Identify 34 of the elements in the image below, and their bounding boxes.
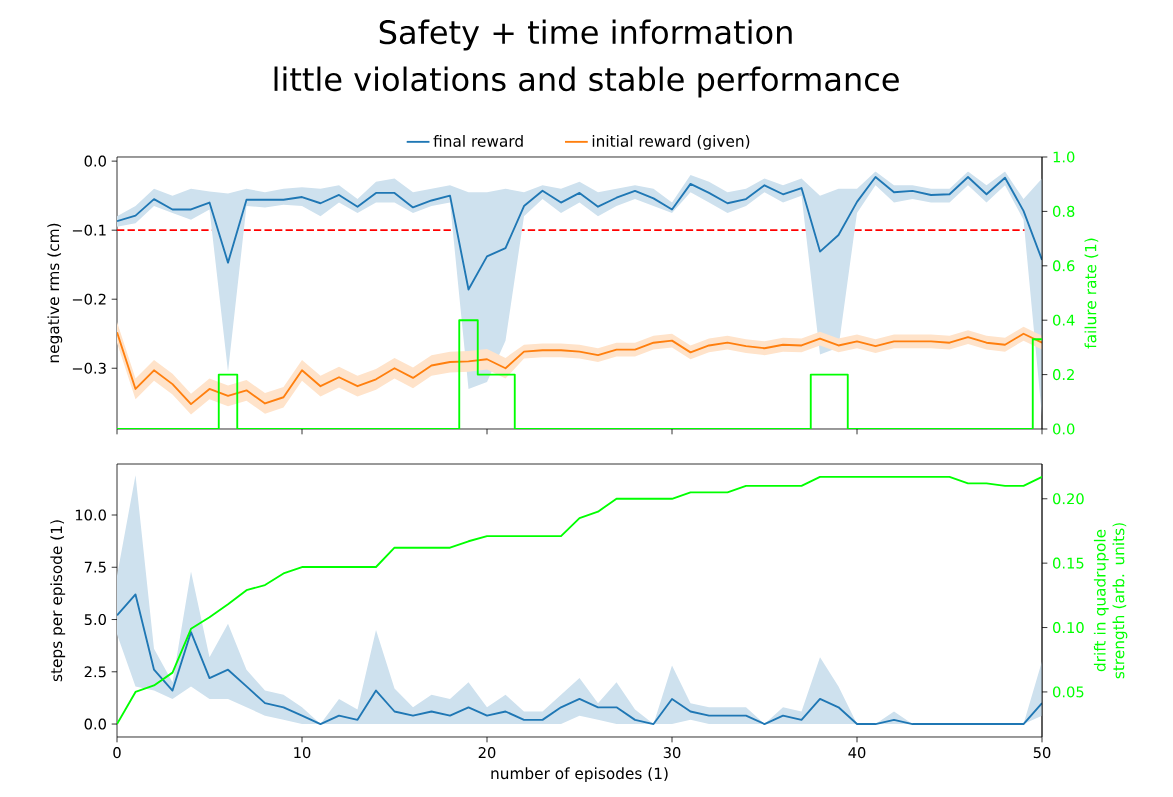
x-tick-label: 20 bbox=[478, 747, 496, 759]
chart-title: Safety + time information bbox=[379, 19, 792, 51]
y-tick-label: 2.5 bbox=[84, 666, 106, 678]
y-axis-title: negative rms (cm) bbox=[47, 223, 63, 363]
y-tick-label: −0.2 bbox=[72, 293, 106, 305]
y-tick-label: 7.5 bbox=[84, 561, 106, 573]
y-tick-label: 0.0 bbox=[84, 155, 106, 167]
y2-tick-label: 0.0 bbox=[1053, 423, 1075, 435]
y2-tick-label: 0.6 bbox=[1053, 260, 1075, 272]
y2-tick-label: 0.05 bbox=[1053, 686, 1084, 698]
y2-tick-label: 0.4 bbox=[1053, 314, 1075, 326]
y2-tick-label: 1.0 bbox=[1053, 151, 1075, 163]
y2-tick-label: 0.2 bbox=[1053, 369, 1074, 381]
y2-axis-title: failure rate (1) bbox=[1084, 238, 1099, 349]
y-tick-label: −0.1 bbox=[72, 224, 106, 236]
y-tick-label: 10.0 bbox=[75, 509, 106, 521]
y2-tick-label: 0.20 bbox=[1053, 493, 1084, 505]
x-tick-label: 40 bbox=[848, 747, 866, 759]
chart-subtitle: little violations and stable performance bbox=[274, 66, 899, 98]
y2-tick-label: 0.15 bbox=[1053, 557, 1084, 569]
y2-tick-label: 0.10 bbox=[1053, 622, 1084, 634]
legend-label: final reward bbox=[433, 135, 523, 147]
legend-label: initial reward (given) bbox=[592, 135, 750, 150]
y2-tick-label: 0.8 bbox=[1053, 205, 1075, 217]
x-tick-label: 10 bbox=[294, 747, 311, 759]
y2-axis-title: drift in quadrupole strength (arb. units) bbox=[1093, 523, 1128, 679]
y-axis-title: steps per episode (1) bbox=[50, 520, 66, 682]
y-tick-label: 5.0 bbox=[84, 613, 106, 626]
y-tick-label: −0.3 bbox=[72, 362, 106, 374]
x-tick-label: 50 bbox=[1033, 747, 1051, 759]
x-tick-label: 30 bbox=[663, 747, 681, 759]
y-tick-label: 0.0 bbox=[84, 718, 106, 730]
x-axis-title: number of episodes (1) bbox=[491, 767, 668, 783]
x-tick-label: 0 bbox=[113, 747, 121, 759]
